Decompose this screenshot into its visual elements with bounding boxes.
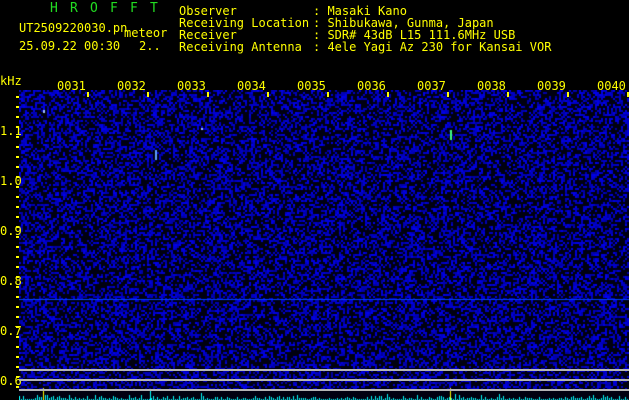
y-minor-tick <box>16 106 19 108</box>
y-minor-tick <box>16 246 19 248</box>
y-minor-tick <box>16 336 19 338</box>
observer-label: Observer <box>179 4 237 18</box>
y-minor-tick <box>16 156 19 158</box>
y-minor-tick <box>16 326 19 328</box>
x-tick-mark <box>267 92 269 97</box>
x-tick-mark <box>507 92 509 97</box>
mode-label: meteor <box>124 26 168 40</box>
location-value: : Shibukawa, Gunma, Japan <box>313 16 494 30</box>
y-minor-tick <box>16 146 19 148</box>
datetime: 25.09.22 00:30 <box>19 39 121 53</box>
y-minor-tick <box>16 196 19 198</box>
reference-line <box>19 379 629 381</box>
x-tick-label: 0035 <box>297 80 326 92</box>
x-tick-mark <box>327 92 329 97</box>
y-minor-tick <box>16 96 19 98</box>
y-minor-tick <box>16 316 19 318</box>
x-tick-mark <box>627 92 629 97</box>
y-minor-tick <box>16 226 19 228</box>
x-tick-mark <box>147 92 149 97</box>
y-minor-tick <box>16 266 19 268</box>
y-minor-tick <box>16 346 19 348</box>
x-tick-mark <box>87 92 89 97</box>
x-tick-mark <box>207 92 209 97</box>
y-tick-label: 1.1 <box>0 124 22 138</box>
antenna-value: : 4ele Yagi Az 230 for Kansai VOR <box>313 40 552 54</box>
observer-value: : Masaki Kano <box>313 4 407 18</box>
y-tick-label: 0.7 <box>0 324 22 338</box>
y-minor-tick <box>16 136 19 138</box>
y-minor-tick <box>16 386 19 388</box>
y-minor-tick <box>16 126 19 128</box>
filename: UT2509220030.pn <box>19 21 128 35</box>
x-tick-label: 0031 <box>57 80 86 92</box>
y-minor-tick <box>16 286 19 288</box>
y-minor-tick <box>16 186 19 188</box>
x-tick-mark <box>567 92 569 97</box>
location-label: Receiving Location <box>179 16 310 30</box>
y-minor-tick <box>16 236 19 238</box>
antenna-label: Receiving Antenna <box>179 40 302 54</box>
x-tick-label: 0036 <box>357 80 386 92</box>
reference-line <box>19 369 629 371</box>
receiver-value: : SDR# 43dB L15 111.6MHz USB <box>313 28 516 42</box>
y-minor-tick <box>16 356 19 358</box>
x-tick-label: 0040 <box>597 80 626 92</box>
y-minor-tick <box>16 296 19 298</box>
x-tick-mark <box>387 92 389 97</box>
y-tick-label: 0.8 <box>0 274 22 288</box>
y-unit-label: kHz <box>0 74 22 88</box>
x-tick-label: 0038 <box>477 80 506 92</box>
y-minor-tick <box>16 376 19 378</box>
y-tick-label: 1.0 <box>0 174 22 188</box>
x-tick-mark <box>447 92 449 97</box>
y-minor-tick <box>16 366 19 368</box>
x-tick-label: 0037 <box>417 80 446 92</box>
y-minor-tick <box>16 116 19 118</box>
y-minor-tick <box>16 256 19 258</box>
receiver-label: Receiver <box>179 28 237 42</box>
y-minor-tick <box>16 176 19 178</box>
spectrogram <box>19 90 629 400</box>
y-minor-tick <box>16 306 19 308</box>
y-minor-tick <box>16 276 19 278</box>
x-tick-label: 0039 <box>537 80 566 92</box>
count: 2.. <box>139 39 161 53</box>
x-tick-label: 0033 <box>177 80 206 92</box>
x-tick-label: 0032 <box>117 80 146 92</box>
reference-line <box>19 389 629 391</box>
y-minor-tick <box>16 206 19 208</box>
y-tick-label: 0.6 <box>0 374 22 388</box>
y-tick-label: 0.9 <box>0 224 22 238</box>
y-minor-tick <box>16 216 19 218</box>
x-tick-label: 0034 <box>237 80 266 92</box>
y-minor-tick <box>16 166 19 168</box>
